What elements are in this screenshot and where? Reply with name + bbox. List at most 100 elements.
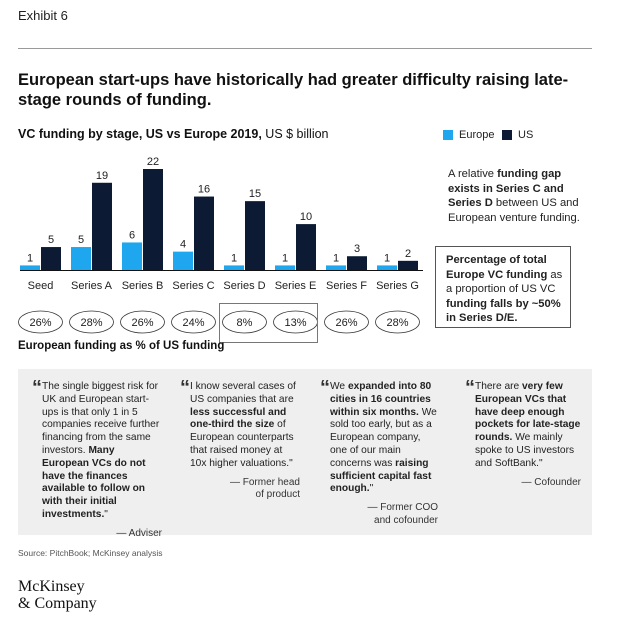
funding-gap-note: A relative funding gap exists in Series … [448,167,588,225]
value-label-us-series-g: 2 [405,248,411,260]
pct-label-series-e: 13% [284,317,306,329]
quote-text: The single biggest risk for UK and Europ… [42,381,164,522]
bar-us-series-g [398,260,418,270]
x-tick-label-series-c: Series C [172,280,214,292]
value-label-europe-series-a: 5 [78,234,84,246]
bar-europe-seed [20,265,40,270]
text-run: We sold too early, but as a European com… [330,406,437,469]
source-note: Source: PitchBook; McKinsey analysis [18,548,163,558]
legend-us-label: US [518,129,534,141]
legend-us: US [502,129,533,141]
text-run: " [104,508,108,520]
bar-us-series-c [194,196,214,270]
logo-line-2: & Company [18,595,97,612]
text-run: " [369,483,374,495]
pct-label-series-a: 28% [80,317,102,329]
pct-label-series-g: 28% [386,317,408,329]
pct-label-series-c: 24% [182,317,204,329]
text-run: The single biggest risk for UK and Europ… [42,381,160,456]
quotes-panel [18,369,592,535]
emphasis-text: raising sufficient capital fast enough. [330,457,432,495]
pct-bubble-series-b [120,310,165,334]
quote-attribution: — Former COO and cofounder [367,502,438,526]
emphasis-text: Many European VCs do not have the financ… [42,444,146,520]
quote-mark-icon: “ [465,377,475,399]
pct-bubble-seed [18,310,63,334]
x-tick-label-series-d: Series D [223,280,265,292]
value-label-us-series-e: 10 [300,211,312,223]
bar-europe-series-c [173,251,193,270]
bar-europe-series-e [275,265,295,270]
bar-europe-series-g [377,265,397,270]
text-run: between US and European venture funding. [448,197,580,224]
quote-text: I know several cases of US companies tha… [190,381,300,471]
emphasis-text: Percentage of total Europe VC funding [446,254,548,281]
bar-europe-series-a [71,247,91,270]
quote-adviser: “ The single biggest risk for UK and Eur… [32,378,164,540]
text-run: We [330,381,348,392]
value-label-europe-seed: 1 [27,252,33,264]
value-label-us-series-f: 3 [354,243,360,255]
chart-subtitle: VC funding by stage, US vs Europe 2019, … [18,127,329,141]
pct-label-seed: 26% [29,317,51,329]
quote-text: There are very few European VCs that hav… [475,381,585,471]
pct-bubble-series-g [375,310,420,334]
quote-attribution: — Former head of product [229,476,300,501]
value-label-europe-series-b: 6 [129,229,135,241]
bar-us-seed [41,247,61,270]
pct-bubble-series-c [171,310,216,334]
value-label-europe-series-f: 1 [333,252,339,264]
pct-label-series-d: 8% [237,317,253,329]
quote-mark-icon: “ [32,377,42,399]
header-divider [18,48,592,49]
legend-europe-label: Europe [459,129,495,141]
quote-attribution: — Adviser [116,527,162,539]
value-label-us-series-d: 15 [249,188,261,200]
legend-us-swatch [502,130,512,140]
quote-text: We expanded into 80 cities in 16 countri… [330,381,438,496]
value-label-europe-series-d: 1 [231,252,237,264]
quote-attribution: — Cofounder [521,476,581,488]
quote-former-coo: “ We expanded into 80 cities in 16 count… [320,378,438,527]
x-tick-label-series-b: Series B [122,280,164,292]
pct-bubble-series-f [324,310,369,334]
quote-former-head-of-product: “ I know several cases of US companies t… [180,378,300,502]
text-run: of European counterparts that raised mon… [190,419,294,469]
exhibit-label: Exhibit 6 [18,8,68,23]
value-label-us-series-b: 22 [147,156,159,168]
quote-cofounder: “ There are very few European VCs that h… [465,378,585,489]
bar-europe-series-d [224,265,244,270]
pct-bubble-series-a [69,310,114,334]
emphasis-text: expanded into 80 cities in 16 countries … [330,381,432,418]
logo-line-1: McKinsey [18,578,85,595]
bar-europe-series-b [122,242,142,270]
pct-label-series-b: 26% [131,317,153,329]
value-label-europe-series-g: 1 [384,252,390,264]
emphasis-text: very few European VCs that have deep eno… [475,381,581,444]
bar-us-series-a [92,182,112,270]
x-tick-label-series-e: Series E [275,280,317,292]
legend-europe-swatch [443,130,453,140]
emphasis-text: funding falls by ~50% in Series D/E. [446,297,561,325]
bar-us-series-b [143,169,163,270]
legend-europe: Europe [443,129,494,141]
bar-us-series-f [347,256,367,270]
europe-share-note: Percentage of total Europe VC funding as… [435,246,571,328]
x-tick-label-series-g: Series G [376,280,419,292]
bar-us-series-d [245,201,265,270]
company-logo: McKinsey & Company [18,578,97,612]
value-label-europe-series-e: 1 [282,252,288,264]
chart-unit: US $ billion [261,127,329,141]
chart-title: VC funding by stage, US vs Europe 2019, [18,127,262,141]
pct-label-series-f: 26% [335,317,357,329]
emphasis-text: less successful and one-third the size [190,406,287,431]
pct-bubble-series-d [222,310,267,334]
x-tick-label-series-f: Series F [326,280,367,292]
quote-mark-icon: “ [320,377,330,399]
bar-us-series-e [296,224,316,270]
text-run: A relative [448,168,498,180]
x-tick-label-seed: Seed [28,280,54,292]
emphasis-text: funding gap exists in Series C and Serie… [448,168,564,209]
text-run: I know several cases of US companies tha… [190,381,296,405]
